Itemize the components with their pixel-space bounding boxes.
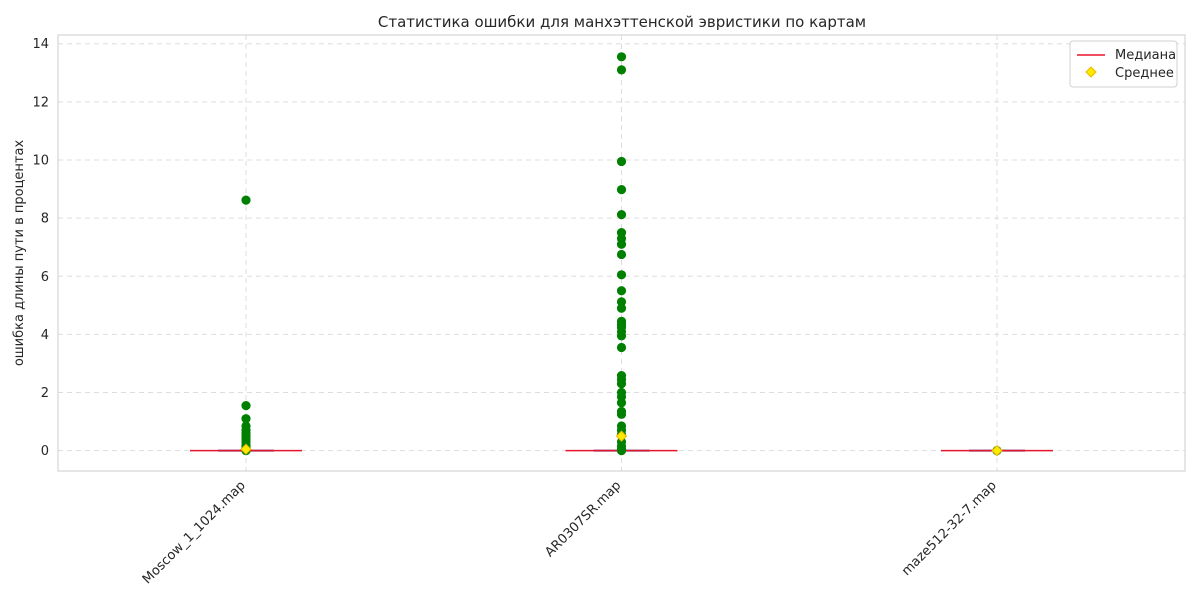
data-point — [616, 270, 627, 280]
data-point — [616, 210, 627, 220]
plot-frame — [57, 34, 1186, 472]
y-tick-label: 2 — [41, 386, 49, 401]
data-point — [616, 156, 627, 167]
data-point — [616, 303, 627, 313]
x-tick-labels: Moscow_1_1024.map AR0307SR.map maze512-32-… — [140, 478, 1000, 587]
y-tick-label: 8 — [41, 212, 49, 227]
legend-box — [1069, 40, 1178, 88]
y-axis-label: ошибка длины пути в процентах — [12, 140, 27, 367]
data-point — [616, 409, 627, 419]
data-point — [616, 446, 627, 456]
data-point — [616, 52, 627, 62]
legend-mean-swatch — [1085, 66, 1097, 78]
data-point — [616, 249, 627, 260]
data-point — [616, 239, 627, 249]
data-point — [616, 342, 627, 353]
data-point — [616, 379, 627, 389]
mean-marker — [991, 444, 1003, 457]
data-point — [616, 65, 627, 75]
data-point — [241, 414, 251, 424]
data-point — [616, 297, 627, 307]
data-point — [241, 195, 251, 205]
y-tick-label: 4 — [41, 328, 49, 343]
legend: Медиана Среднее — [1069, 40, 1178, 88]
data-point — [616, 185, 627, 195]
y-tick-labels: 0 2 4 6 8 10 12 14 — [32, 37, 49, 459]
y-tick-label: 0 — [41, 444, 49, 459]
y-tick-label: 6 — [41, 270, 49, 285]
mean-markers — [240, 430, 1003, 457]
mean-marker — [240, 443, 252, 455]
x-tick-label: Moscow_1_1024.map — [140, 478, 249, 587]
data-point — [616, 398, 627, 408]
data-point — [241, 401, 251, 411]
y-tick-label: 14 — [32, 37, 49, 52]
data-points — [241, 52, 1002, 456]
x-tick-label: maze512-32-7.map — [899, 478, 1000, 579]
chart-title: Статистика ошибки для манхэттенской эври… — [378, 13, 866, 31]
legend-mean-label: Среднее — [1115, 66, 1174, 81]
y-tick-label: 10 — [32, 153, 49, 168]
mean-marker — [615, 430, 628, 442]
legend-median-label: Медиана — [1115, 48, 1176, 63]
x-tick-label: AR0307SR.map — [542, 478, 624, 560]
data-point — [616, 286, 627, 296]
data-point — [616, 331, 627, 341]
y-tick-label: 12 — [32, 95, 49, 110]
